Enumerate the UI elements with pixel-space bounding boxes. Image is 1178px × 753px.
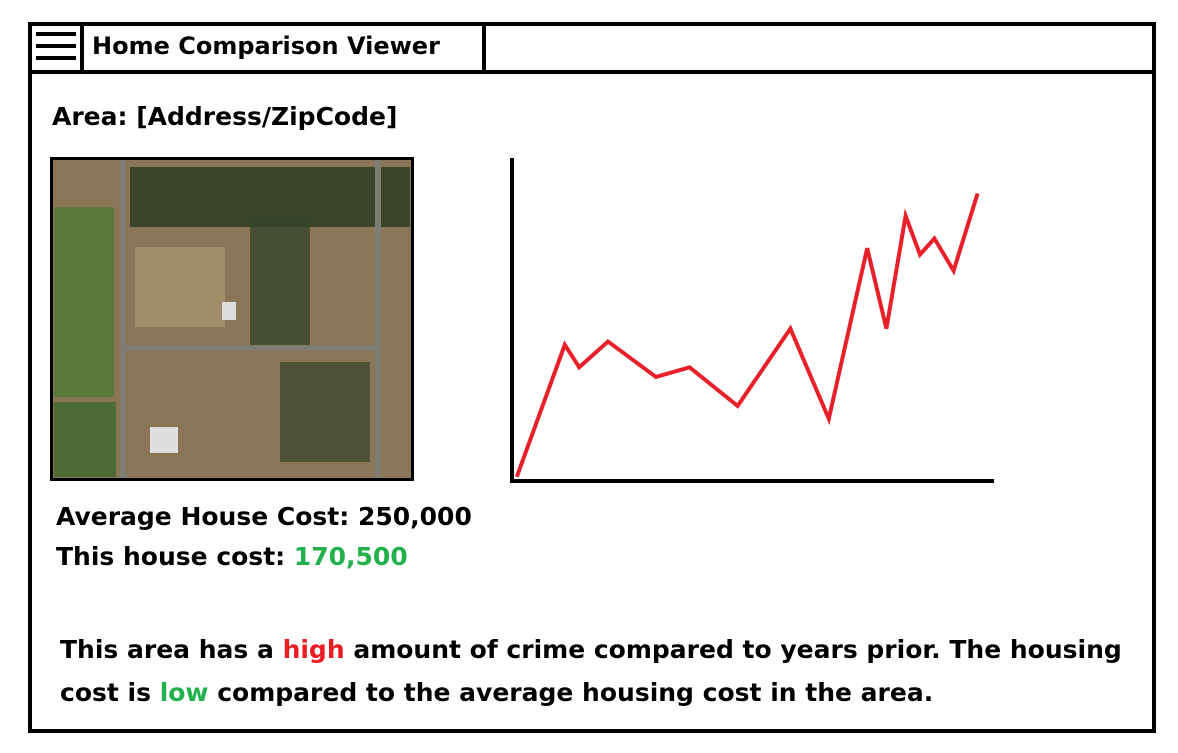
map-image [50, 157, 414, 481]
map-field [54, 207, 114, 397]
house-cost: This house cost: 170,500 [56, 542, 408, 571]
summary-text: amount of crime compared to years prior.… [60, 635, 1131, 707]
map-building [150, 427, 178, 453]
average-value: 250,000 [357, 502, 472, 531]
house-value: 170,500 [293, 542, 408, 571]
app-title: Home Comparison Viewer [92, 32, 440, 60]
window-frame [28, 22, 1156, 733]
cost-level: low [159, 678, 209, 707]
summary-text: compared to the average housing cost in … [208, 678, 934, 707]
map-field [54, 402, 116, 477]
area-line: Area: [Address/ZipCode] [52, 102, 397, 131]
area-label: Area: [52, 102, 128, 131]
map-road [120, 157, 126, 481]
map-road [120, 345, 381, 351]
chart [510, 158, 994, 483]
menu-button[interactable] [28, 22, 84, 74]
area-value[interactable]: [Address/ZipCode] [136, 102, 398, 131]
menu-line [36, 56, 76, 60]
map-road [375, 157, 381, 481]
menu-line [36, 32, 76, 36]
map-lot [135, 247, 225, 327]
average-label: Average House Cost: [56, 502, 350, 531]
trend-line [514, 192, 980, 478]
menu-line [36, 44, 76, 48]
house-label: This house cost: [56, 542, 286, 571]
average-cost: Average House Cost: 250,000 [56, 502, 472, 531]
header-bar [28, 22, 1156, 74]
summary-text: This area has a [60, 635, 283, 664]
crime-level: high [282, 635, 345, 664]
map-trees [280, 362, 370, 462]
summary: This area has a high amount of crime com… [60, 628, 1130, 714]
map-building [222, 302, 236, 320]
title-box [84, 22, 486, 74]
map-trees [250, 217, 310, 347]
